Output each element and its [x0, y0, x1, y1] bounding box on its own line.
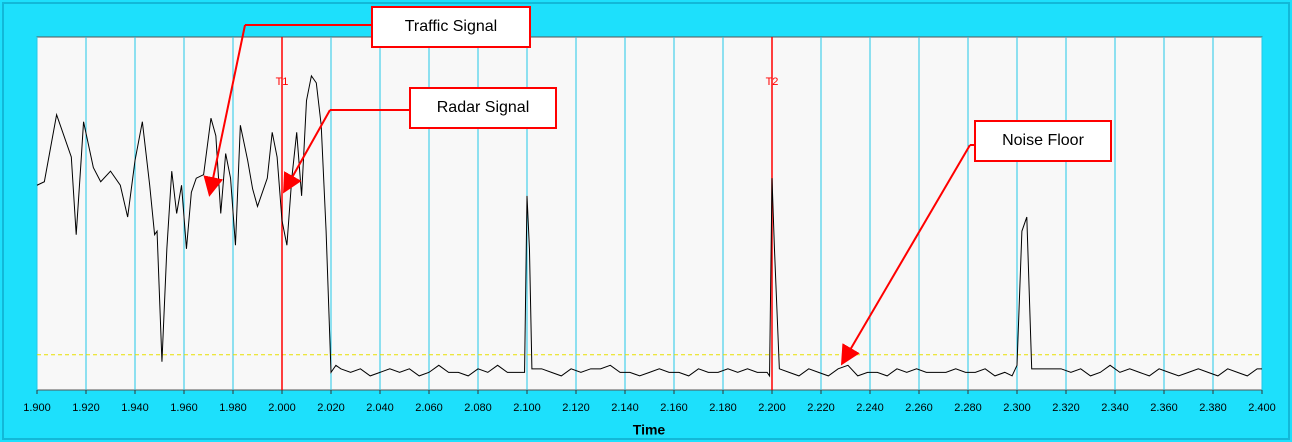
x-tick-label: 2.380: [1199, 402, 1227, 414]
x-tick-label: 1.940: [121, 402, 149, 414]
x-tick-label: 2.020: [317, 402, 345, 414]
x-tick-label: 2.320: [1052, 402, 1080, 414]
x-tick-label: 1.980: [219, 402, 247, 414]
x-tick-label: 2.080: [464, 402, 492, 414]
annotation-box: [409, 87, 557, 129]
annotation: Traffic Signal: [405, 18, 497, 35]
x-tick-label: 2.300: [1003, 402, 1031, 414]
x-tick-label: 2.000: [268, 402, 296, 414]
x-tick-label: 2.340: [1101, 402, 1129, 414]
x-tick-label: 2.360: [1150, 402, 1178, 414]
annotation: Radar Signal: [437, 99, 530, 116]
cursor-label: T1: [276, 76, 289, 88]
annotations: Traffic Signal Radar Signal Noise Floor: [203, 6, 1112, 366]
cursor-label: T2: [766, 76, 779, 88]
x-tick-label: 1.920: [72, 402, 100, 414]
plot-area: [36, 36, 1263, 391]
x-tick-label: 2.220: [807, 402, 835, 414]
x-tick-label: 2.280: [954, 402, 982, 414]
arrow: [203, 24, 246, 197]
annotation-box: [974, 120, 1112, 162]
x-tick-label: 2.180: [709, 402, 737, 414]
x-tick-label: 2.260: [905, 402, 933, 414]
arrow: [840, 144, 971, 366]
line-series: [36, 74, 1262, 378]
x-tick-label: 2.100: [513, 402, 541, 414]
x-tick-label: 1.900: [23, 402, 51, 414]
x-tick-label: 2.400: [1248, 402, 1276, 414]
x-tick-label: 2.140: [611, 402, 639, 414]
x-tick-label: 2.120: [562, 402, 590, 414]
x-tick-label: 2.060: [415, 402, 443, 414]
x-tick-label: 2.200: [758, 402, 786, 414]
arrow: [283, 109, 331, 194]
x-tick-label: 2.240: [856, 402, 884, 414]
x-axis-title: Time: [633, 422, 666, 438]
x-tick-label: 2.160: [660, 402, 688, 414]
x-tick-label: 2.040: [366, 402, 394, 414]
annotation: Noise Floor: [1002, 132, 1084, 149]
x-tick-label: 1.960: [170, 402, 198, 414]
annotation-box: [371, 6, 531, 48]
